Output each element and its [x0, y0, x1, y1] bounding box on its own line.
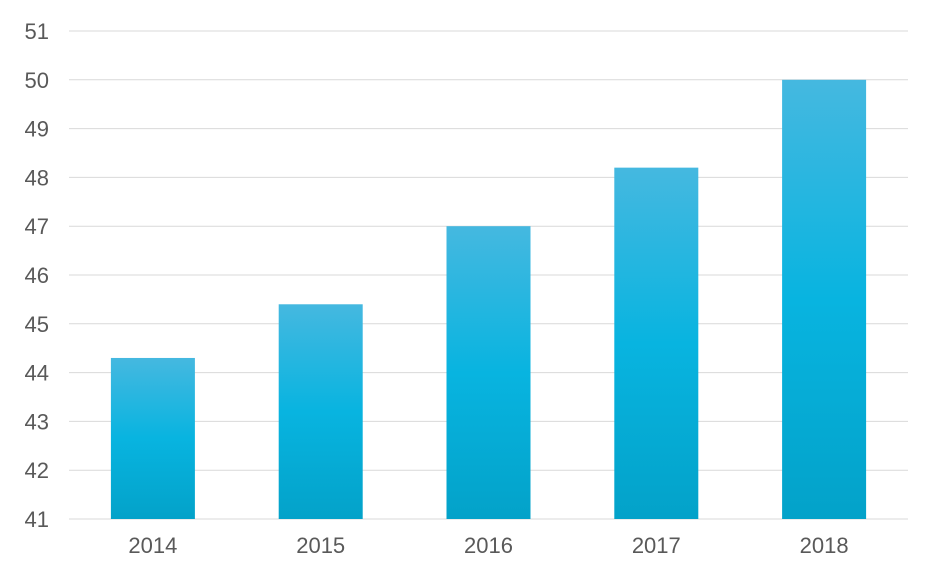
x-tick-label-2018: 2018: [800, 533, 849, 558]
x-tick-label-2014: 2014: [128, 533, 177, 558]
x-axis-tick-labels: 2014 2015 2016 2017 2018: [128, 533, 848, 558]
y-tick-label-45: 45: [25, 312, 49, 337]
y-tick-label-42: 42: [25, 458, 49, 483]
y-tick-label-47: 47: [25, 214, 49, 239]
bar-2015: [278, 304, 363, 519]
y-tick-label-51: 51: [25, 19, 49, 44]
x-tick-label-2015: 2015: [296, 533, 345, 558]
bar-2014: [110, 357, 195, 519]
y-tick-label-49: 49: [25, 117, 49, 142]
x-tick-label-2016: 2016: [464, 533, 513, 558]
y-tick-label-43: 43: [25, 409, 49, 434]
bar-2016: [446, 226, 531, 519]
y-tick-label-41: 41: [25, 507, 49, 532]
bars: [110, 79, 867, 520]
y-tick-label-50: 50: [25, 68, 49, 93]
y-tick-label-48: 48: [25, 165, 49, 190]
bar-2018: [782, 79, 867, 520]
y-tick-label-46: 46: [25, 263, 49, 288]
bar-2017: [614, 167, 699, 519]
y-axis-tick-labels: 41 42 43 44 45 46 47 48 49 50 51: [25, 19, 49, 532]
y-tick-label-44: 44: [25, 361, 49, 386]
x-tick-label-2017: 2017: [632, 533, 681, 558]
